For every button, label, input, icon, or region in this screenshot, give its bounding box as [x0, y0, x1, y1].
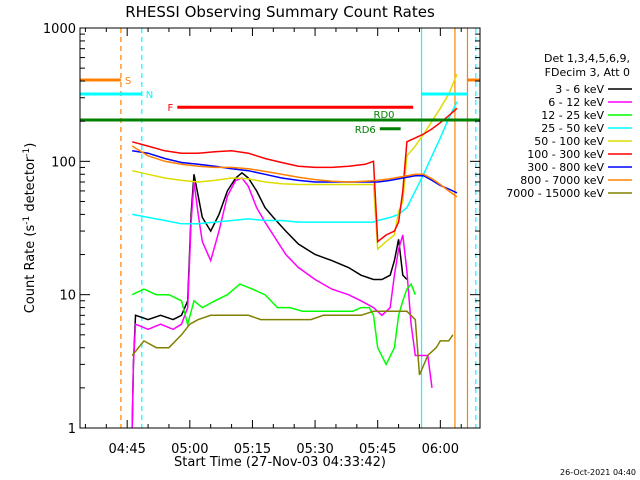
x-tick-label: 06:00	[422, 442, 459, 457]
flag-bar-label-6: RD6	[355, 125, 376, 136]
x-tick-label: 05:00	[171, 442, 208, 457]
legend-label: 300 - 800 keV	[527, 161, 604, 174]
legend-label: 25 - 50 keV	[541, 122, 604, 135]
x-axis: 04:45 05:00 05:15 05:30 05:45 06:00	[84, 28, 462, 457]
x-tick-label: 04:45	[108, 442, 145, 457]
plot-frame	[79, 27, 481, 429]
legend-label: 7000 - 15000 keV	[506, 187, 604, 200]
y-axis-label: Count Rate (s-1 detector-1)	[22, 143, 38, 314]
x-tick-label: 05:15	[234, 442, 271, 457]
series-line-1	[131, 177, 433, 429]
y-tick-label: 100	[51, 155, 76, 170]
flag-bar-label-2: N	[146, 90, 153, 101]
y-axis-label-main: Count Rate (s	[23, 225, 38, 314]
flag-bar-label-5: RD0	[374, 110, 395, 121]
legend-label: 100 - 300 keV	[527, 148, 604, 161]
series-line-4	[132, 73, 458, 251]
series-line-6	[132, 150, 458, 194]
series-line-3	[132, 101, 458, 225]
flag-bars: S N F RD0 RD6	[80, 76, 480, 136]
flag-bar-label-0: S	[125, 76, 131, 87]
y-axis-label-mid: detector	[23, 156, 38, 216]
y-tick-label: 10	[59, 289, 76, 304]
series-line-8	[131, 310, 454, 376]
legend-label: 50 - 100 keV	[534, 135, 604, 148]
series-line-5	[132, 107, 458, 244]
y-tick-label: 1000	[43, 22, 76, 37]
series-line-7	[131, 145, 458, 198]
series-line-2	[131, 282, 416, 367]
generation-date: 26-Oct-2021 04:40	[560, 468, 636, 477]
y-axis-label-sup1: -1	[22, 216, 32, 225]
y-axis-label-end: )	[23, 143, 38, 148]
legend-label: 3 - 6 keV	[555, 83, 604, 96]
x-axis-label: Start Time (27-Nov-03 04:33:42)	[174, 455, 386, 470]
x-tick-label: 05:45	[359, 442, 396, 457]
series-line-0	[131, 171, 408, 429]
series-lines	[131, 73, 458, 429]
legend-label: 12 - 25 keV	[541, 109, 604, 122]
legend-header-line1: Det 1,3,4,5,6,9,	[544, 52, 630, 65]
flag-bar-label-4: F	[168, 103, 174, 114]
x-tick-label: 05:30	[296, 442, 333, 457]
y-tick-label: 1	[68, 422, 76, 437]
legend-label: 800 - 7000 keV	[520, 174, 604, 187]
legend: Det 1,3,4,5,6,9, FDecim 3, Att 0 3 - 6 k…	[506, 52, 632, 200]
y-axis: 1 10 100 1000	[43, 22, 480, 437]
legend-header-line2: FDecim 3, Att 0	[545, 66, 630, 79]
legend-label: 6 - 12 keV	[548, 96, 604, 109]
chart-title: RHESSI Observing Summary Count Rates	[125, 3, 435, 21]
y-axis-label-sup2: -1	[22, 148, 32, 157]
